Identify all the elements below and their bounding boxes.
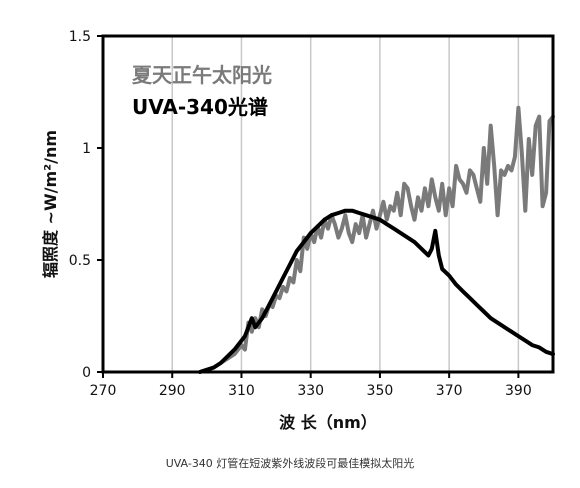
spectrum-chart: 270 290 310 330 350 370 390 0 0.5 1 1.5 夏天正午太阳光 UV… <box>41 29 555 432</box>
x-tick-label-310: 310 <box>228 383 255 399</box>
series-line-uva340 <box>197 208 555 374</box>
legend-entry-uva340: UVA-340光谱 <box>132 95 268 119</box>
x-tick-label-330: 330 <box>297 383 324 399</box>
x-tick-label-270: 270 <box>90 383 117 399</box>
axis-ticks: 270 290 310 330 350 370 390 0 0.5 1 1.5 <box>69 29 532 399</box>
x-tick-label-350: 350 <box>367 383 394 399</box>
x-axis-label: 波 长（nm） <box>279 413 377 432</box>
y-axis-label: 辐照度 ~W/m²/nm <box>41 130 60 278</box>
y-tick-label-2: 1 <box>82 141 91 157</box>
series-lines <box>197 105 555 374</box>
figure-caption: UVA-340 灯管在短波紫外线波段可最佳模拟太阳光 <box>165 457 415 470</box>
legend: 夏天正午太阳光 UVA-340光谱 <box>132 63 272 119</box>
legend-entry-sunlight: 夏天正午太阳光 <box>132 63 272 87</box>
series-line-sunlight <box>197 105 555 374</box>
plot-frame <box>101 34 555 374</box>
y-tick-label-0: 0 <box>82 365 91 381</box>
x-tick-label-290: 290 <box>159 383 186 399</box>
y-tick-label-1: 0.5 <box>69 253 91 269</box>
x-tick-label-390: 390 <box>505 383 532 399</box>
y-tick-label-3: 1.5 <box>69 29 91 45</box>
x-tick-label-370: 370 <box>436 383 463 399</box>
